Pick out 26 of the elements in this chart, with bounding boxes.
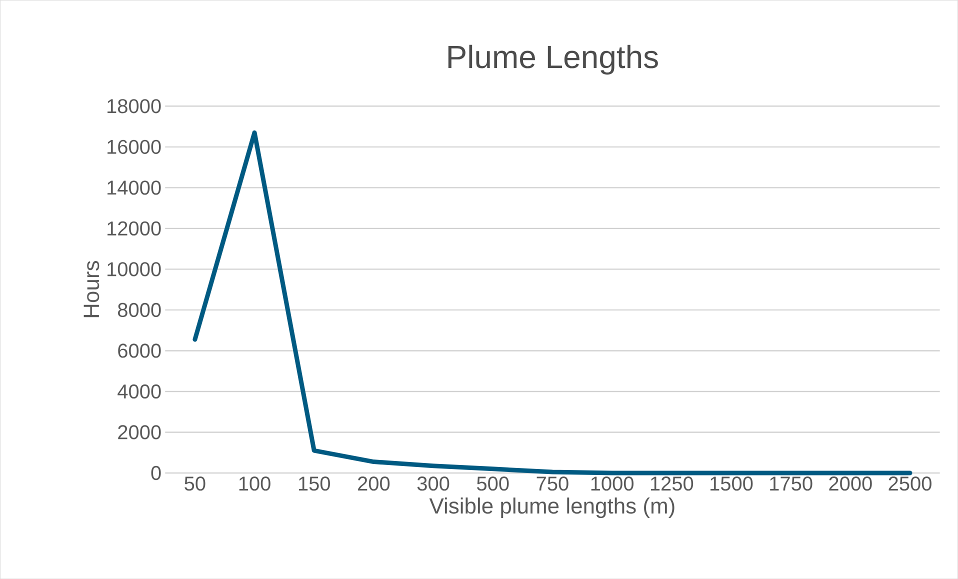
x-tick-label: 2500 xyxy=(888,476,932,491)
x-tick-label: 1250 xyxy=(650,476,694,491)
x-tick-label: 50 xyxy=(184,476,206,491)
y-tick-label: 6000 xyxy=(118,344,161,358)
x-tick-label: 1000 xyxy=(591,476,634,491)
y-tick-label: 0 xyxy=(151,466,161,480)
x-tick-label: 2000 xyxy=(829,476,872,491)
x-tick-label: 750 xyxy=(536,476,568,491)
y-tick-label: 2000 xyxy=(118,425,161,440)
x-tick-label: 1750 xyxy=(770,476,812,491)
y-tick-label: 12000 xyxy=(108,221,161,236)
y-axis-title: Hours xyxy=(84,260,100,318)
y-tick-label: 4000 xyxy=(118,384,161,398)
x-axis-title: Visible plume lengths (m) xyxy=(429,497,674,518)
x-tick-label: 300 xyxy=(417,476,450,491)
x-tick-label: 100 xyxy=(239,476,270,491)
x-tick-label: 150 xyxy=(298,476,330,491)
y-tick-label: 14000 xyxy=(108,180,161,195)
y-tick-label: 18000 xyxy=(108,99,161,114)
y-tick-label: 10000 xyxy=(108,262,161,276)
x-tick-label: 500 xyxy=(477,476,509,491)
x-tick-label: 1500 xyxy=(710,476,753,491)
chart-title: Plume Lengths xyxy=(448,44,658,75)
y-tick-label: 8000 xyxy=(118,302,161,317)
y-tick-label: 16000 xyxy=(108,140,161,154)
x-tick-label: 200 xyxy=(358,476,390,491)
